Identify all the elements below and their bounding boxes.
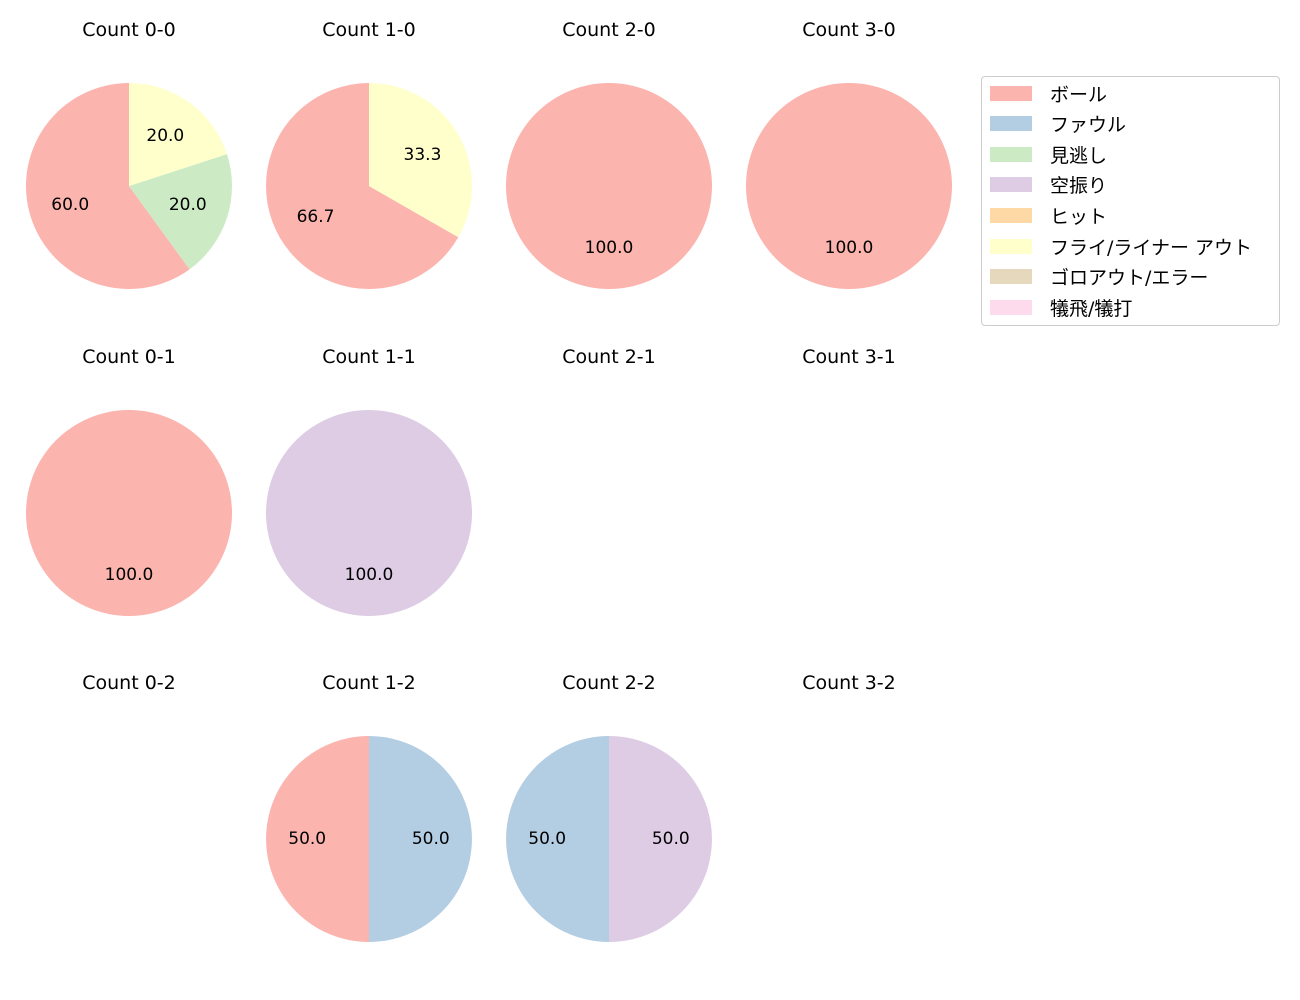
pie-panel: Count 0-2	[82, 672, 176, 694]
legend-swatch	[990, 207, 1032, 223]
legend-label: ボール	[1050, 83, 1108, 106]
pie-slice	[129, 82, 227, 186]
slice-label: 50.0	[288, 829, 326, 849]
pie-slice	[25, 83, 190, 289]
panel-title: Count 3-2	[802, 672, 896, 694]
panel-title: Count 0-2	[82, 672, 176, 694]
legend-swatch	[990, 85, 1032, 101]
panel-title: Count 1-2	[322, 672, 416, 694]
legend-label: ゴロアウト/エラー	[1050, 267, 1209, 290]
panel-title: Count 2-0	[562, 19, 656, 41]
panel-title: Count 1-0	[322, 19, 416, 41]
slice-label: 100.0	[585, 238, 634, 258]
legend: ボールファウル見逃し空振りヒットフライ/ライナー アウト ゴロアウト/エラー 犠飛/…	[981, 76, 1280, 326]
slice-label: 60.0	[51, 195, 89, 215]
pie-panel: Count 3-0 100.0	[746, 19, 952, 289]
legend-label: フライ/ライナー アウト	[1050, 236, 1253, 259]
legend-swatch	[990, 269, 1032, 285]
pie-panel: Count 3-2	[802, 672, 896, 694]
pie-slice	[26, 410, 232, 616]
pie-panel: Count 1-0 66.7 33.3	[265, 19, 472, 289]
pie-slice	[746, 83, 952, 289]
legend-item: ヒット	[990, 203, 1108, 228]
pie-slice	[609, 736, 712, 942]
legend-item: 見逃し	[990, 142, 1108, 167]
pie-panel: Count 3-1	[802, 346, 896, 368]
panel-title: Count 2-1	[562, 346, 656, 368]
slice-label: 100.0	[345, 565, 394, 585]
legend-item: ファウル	[990, 112, 1126, 136]
pie-slice	[266, 736, 369, 942]
pie-slice	[506, 83, 712, 289]
legend-label: ファウル	[1050, 114, 1127, 137]
legend-item: 空振り	[990, 173, 1107, 197]
slice-label: 50.0	[412, 829, 450, 849]
pie-panel: Count 2-0 100.0	[506, 19, 712, 289]
slice-label: 20.0	[146, 126, 184, 146]
slice-label: 33.3	[404, 145, 442, 165]
pie-panel: Count 2-2 50.0 50.0	[506, 672, 712, 942]
panel-title: Count 0-1	[82, 346, 176, 368]
panel-title: Count 2-2	[562, 672, 656, 694]
legend-label: ヒット	[1050, 205, 1108, 228]
pie-panel: Count 0-0 60.0 20.0 20.0	[25, 19, 233, 289]
panel-title: Count 1-1	[322, 346, 416, 368]
panel-title: Count 0-0	[82, 19, 176, 41]
legend-item: フライ/ライナー アウト	[990, 234, 1253, 259]
panel-title: Count 3-1	[802, 346, 896, 368]
pie-slice	[369, 83, 472, 238]
pie-slice	[506, 736, 609, 942]
pie-panel: Count 2-1	[562, 346, 656, 368]
pie-slice	[369, 736, 472, 942]
pie-slice	[129, 154, 233, 270]
legend-swatch	[990, 238, 1032, 254]
pie-slice	[266, 410, 472, 616]
legend-item: ボール	[990, 81, 1108, 106]
legend-swatch	[990, 116, 1032, 132]
legend-label: 犠飛/犠打	[1050, 297, 1133, 320]
legend-item: 犠飛/犠打	[990, 295, 1133, 320]
legend-label: 見逃し	[1050, 144, 1108, 167]
pie-panel: Count 1-1 100.0	[266, 346, 472, 616]
pie-slice	[265, 83, 459, 289]
pie-panel: Count 1-2 50.0 50.0	[266, 672, 472, 942]
slice-label: 20.0	[169, 195, 207, 215]
slice-label: 66.7	[297, 207, 335, 227]
legend-swatch	[990, 299, 1032, 315]
slice-label: 100.0	[105, 565, 154, 585]
slice-label: 100.0	[825, 238, 874, 258]
slice-label: 50.0	[652, 829, 690, 849]
pie-panel: Count 0-1 100.0	[26, 346, 232, 616]
panel-title: Count 3-0	[802, 19, 896, 41]
slice-label: 50.0	[528, 829, 566, 849]
legend-item: ゴロアウト/エラー	[990, 265, 1208, 289]
legend-swatch	[990, 177, 1032, 193]
legend-label: 空振り	[1050, 175, 1108, 198]
legend-swatch	[990, 146, 1032, 162]
